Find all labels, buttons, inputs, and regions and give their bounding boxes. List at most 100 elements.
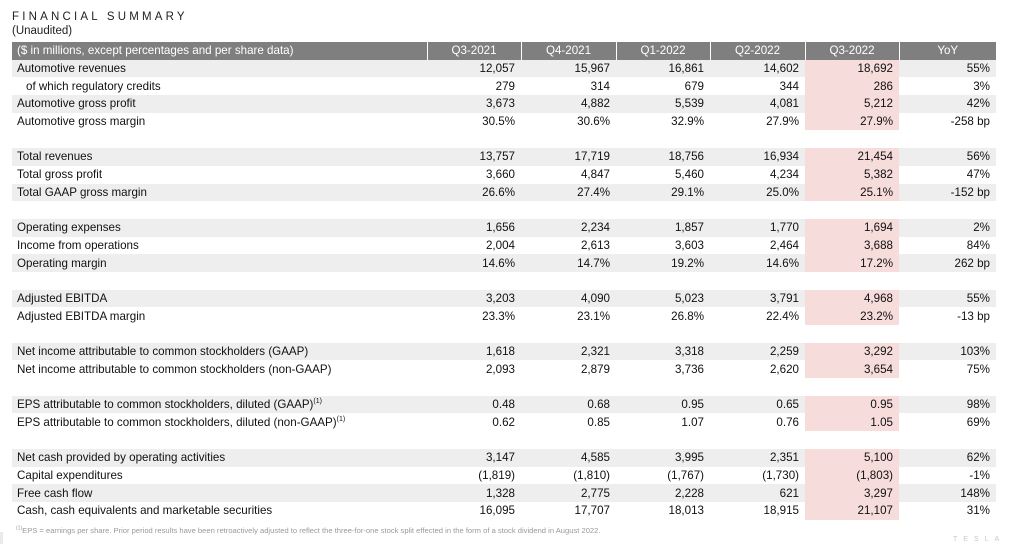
- value-cell: 12,057: [427, 59, 521, 78]
- value-cell: 0.65: [710, 395, 805, 414]
- group-spacer: [12, 130, 996, 149]
- row-label-text: Automotive gross margin: [17, 115, 146, 129]
- table-row: Cash, cash equivalents and marketable se…: [12, 501, 996, 520]
- yoy-cell: 42%: [899, 95, 996, 113]
- page-edge-mark: [0, 532, 3, 544]
- value-cell: (1,819): [427, 466, 521, 485]
- value-cell: 3,660: [427, 165, 521, 184]
- yoy-cell: 98%: [899, 395, 996, 414]
- table-row: Total revenues 13,757 17,719 18,756 16,934 21…: [12, 148, 996, 166]
- row-label-text: Adjusted EBITDA margin: [17, 309, 146, 323]
- value-cell: 2,775: [521, 484, 616, 502]
- header-label-cell: ($ in millions, except percentages and p…: [12, 42, 427, 60]
- value-cell: 3,203: [427, 289, 521, 308]
- value-cell: 286: [805, 77, 899, 96]
- yoy-cell: 47%: [899, 165, 996, 184]
- row-label: Automotive revenues: [12, 59, 427, 78]
- value-cell: 17.2%: [805, 254, 899, 272]
- value-cell: 5,539: [616, 95, 710, 113]
- row-label-text: EPS attributable to common stockholders,…: [17, 398, 314, 412]
- value-cell: 27.4%: [521, 183, 616, 202]
- value-cell: 23.1%: [521, 307, 616, 325]
- column-header: Q2-2022: [709, 42, 805, 60]
- row-label-text: Adjusted EBITDA: [17, 291, 108, 305]
- row-label-text: Capital expenditures: [17, 468, 123, 482]
- table-row: Adjusted EBITDA 3,203 4,090 5,023 3,791 4,968…: [12, 289, 996, 308]
- table-row: EPS attributable to common stockholders,…: [12, 395, 996, 414]
- value-cell: (1,803): [805, 466, 899, 485]
- column-header: Q3-2022: [804, 42, 899, 60]
- value-cell: 23.2%: [805, 307, 899, 325]
- row-label: Cash, cash equivalents and marketable se…: [12, 501, 427, 520]
- value-cell: 279: [427, 77, 521, 96]
- value-cell: 0.95: [805, 395, 899, 414]
- yoy-cell: 62%: [899, 448, 996, 467]
- yoy-cell: 56%: [899, 148, 996, 166]
- value-cell: 3,995: [616, 448, 710, 467]
- value-cell: 3,297: [805, 484, 899, 502]
- value-cell: 344: [710, 77, 805, 96]
- value-cell: 22.4%: [710, 307, 805, 325]
- row-label-text: Net income attributable to common stockh…: [17, 345, 309, 359]
- value-cell: 27.9%: [805, 112, 899, 131]
- page-subtitle: (Unaudited): [12, 25, 73, 37]
- yoy-cell: 2%: [899, 218, 996, 237]
- value-cell: 0.48: [427, 395, 521, 414]
- value-cell: 21,454: [805, 148, 899, 166]
- page-title: FINANCIAL SUMMARY: [12, 11, 188, 23]
- value-cell: (1,730): [710, 466, 805, 485]
- value-cell: 2,464: [710, 236, 805, 255]
- group-spacer: [12, 201, 996, 219]
- row-label-text: of which regulatory credits: [26, 79, 161, 93]
- value-cell: 30.6%: [521, 112, 616, 131]
- row-label-text: Net income attributable to common stockh…: [17, 362, 332, 376]
- value-cell: 4,968: [805, 289, 899, 308]
- value-cell: 29.1%: [616, 183, 710, 202]
- tesla-logo: TESLA: [953, 536, 1006, 543]
- value-cell: 3,292: [805, 342, 899, 361]
- footnote-text: EPS = earnings per share. Prior period r…: [22, 526, 601, 535]
- row-label-text: Net cash provided by operating activitie…: [17, 451, 226, 465]
- yoy-cell: 3%: [899, 77, 996, 96]
- value-cell: 2,879: [521, 360, 616, 379]
- table-row: Automotive gross profit 3,673 4,882 5,539 4,…: [12, 95, 996, 113]
- value-cell: 0.95: [616, 395, 710, 414]
- table-row: Operating expenses 1,656 2,234 1,857 1,770 1,…: [12, 218, 996, 237]
- table-row: Income from operations 2,004 2,613 3,603 2,4…: [12, 236, 996, 255]
- value-cell: 2,351: [710, 448, 805, 467]
- value-cell: 1.07: [616, 413, 710, 432]
- yoy-cell: 84%: [899, 236, 996, 255]
- value-cell: 2,620: [710, 360, 805, 379]
- value-cell: 1,656: [427, 218, 521, 237]
- value-cell: 27.9%: [710, 112, 805, 131]
- value-cell: 3,673: [427, 95, 521, 113]
- table-row: EPS attributable to common stockholders,…: [12, 413, 996, 432]
- value-cell: 1.05: [805, 413, 899, 432]
- yoy-cell: 55%: [899, 289, 996, 308]
- value-cell: 4,847: [521, 165, 616, 184]
- value-cell: 3,147: [427, 448, 521, 467]
- group-spacer: [12, 325, 996, 343]
- value-cell: 2,093: [427, 360, 521, 379]
- value-cell: 14.6%: [710, 254, 805, 272]
- row-label-text: Total gross profit: [17, 168, 103, 182]
- row-label: Net income attributable to common stockh…: [12, 360, 427, 379]
- value-cell: 18,692: [805, 59, 899, 78]
- table-row: Operating margin 14.6% 14.7% 19.2% 14.6% 17.2…: [12, 254, 996, 272]
- yoy-cell: 148%: [899, 484, 996, 502]
- value-cell: 1,618: [427, 342, 521, 361]
- row-label: Income from operations: [12, 236, 427, 255]
- value-cell: 14.7%: [521, 254, 616, 272]
- value-cell: 3,654: [805, 360, 899, 379]
- value-cell: 26.6%: [427, 183, 521, 202]
- table-row: Total gross profit 3,660 4,847 5,460 4,234 5,…: [12, 165, 996, 184]
- group-spacer: [12, 431, 996, 449]
- row-label-text: Operating expenses: [17, 221, 121, 235]
- column-header: YoY: [898, 42, 996, 60]
- yoy-cell: 55%: [899, 59, 996, 78]
- value-cell: 14.6%: [427, 254, 521, 272]
- row-label: EPS attributable to common stockholders,…: [12, 395, 427, 414]
- row-label: Adjusted EBITDA margin: [12, 307, 427, 325]
- row-label-text: Operating margin: [17, 256, 107, 270]
- row-label: Automotive gross margin: [12, 112, 427, 131]
